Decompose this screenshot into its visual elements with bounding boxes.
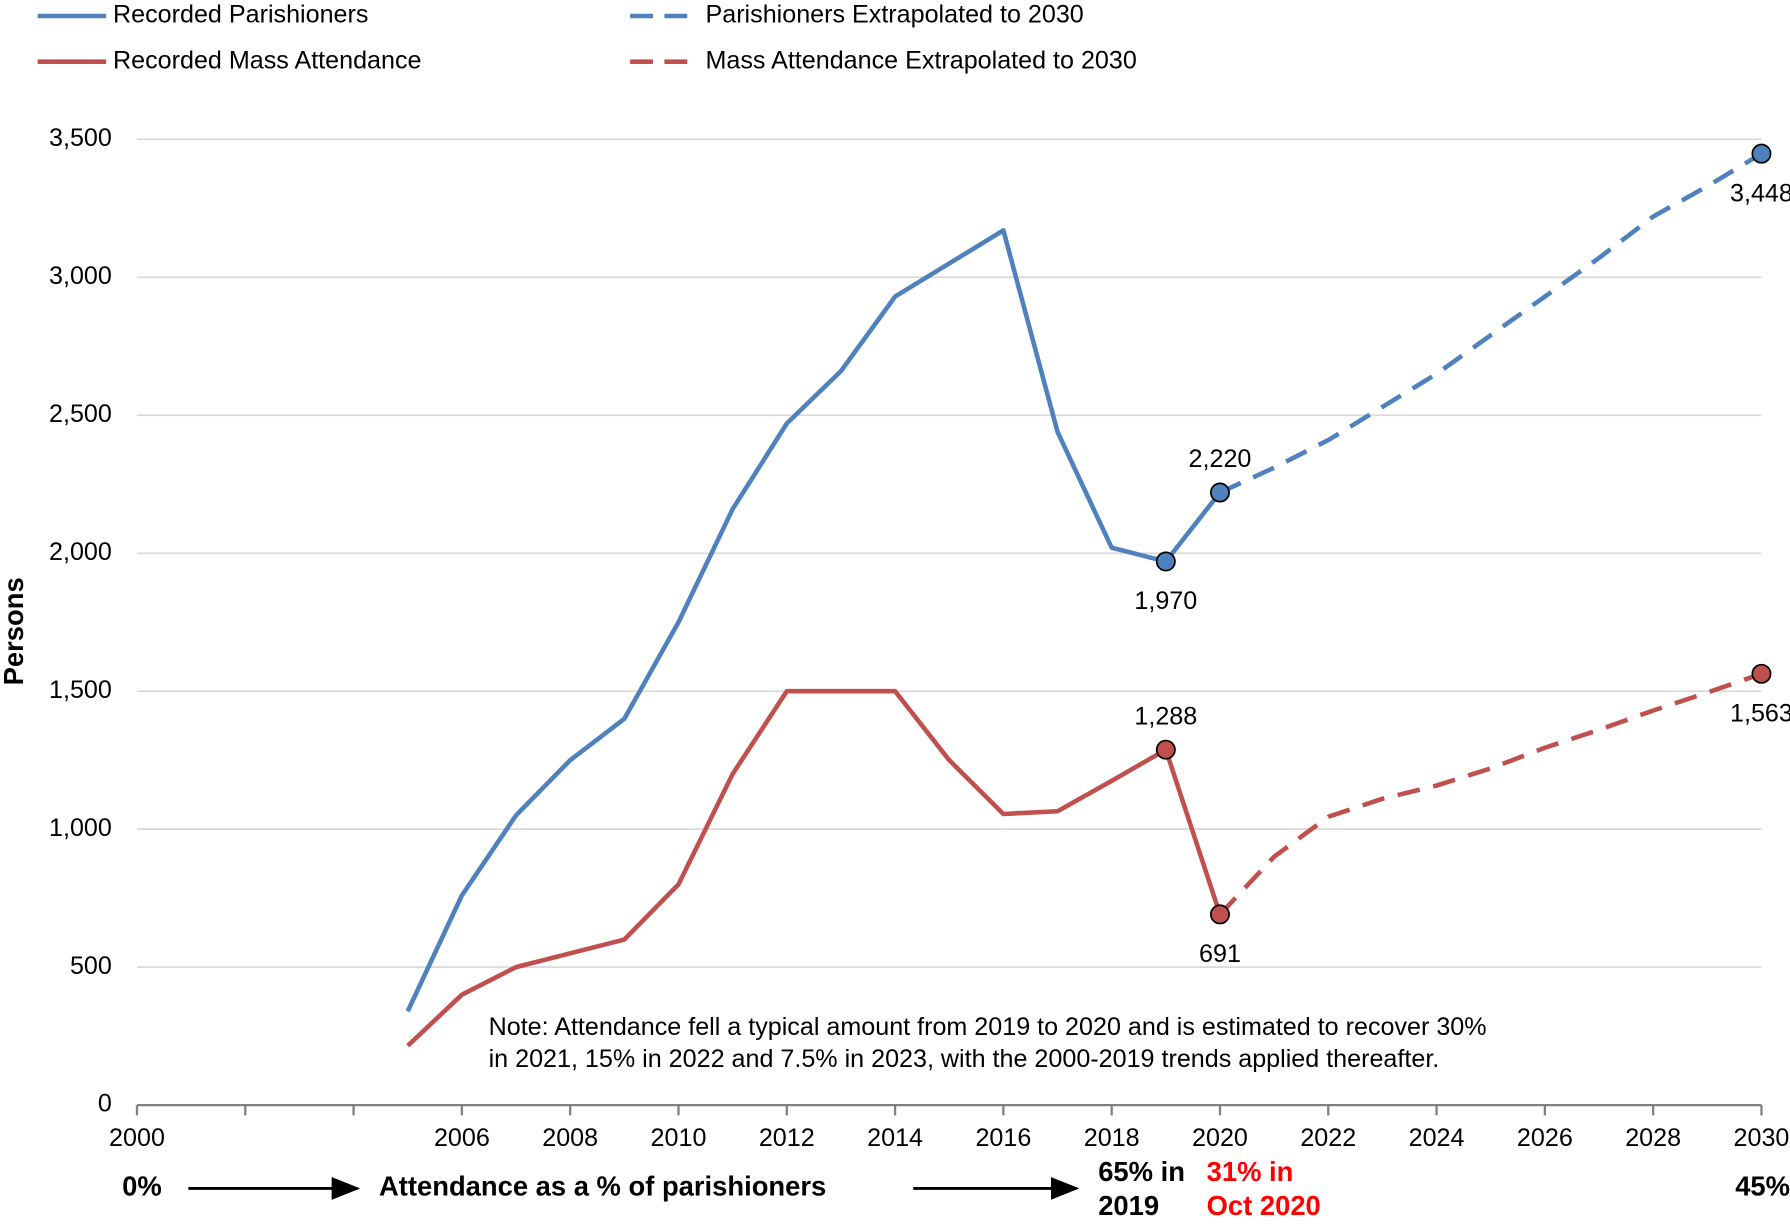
x-tick-label: 2000 <box>109 1124 165 1152</box>
y-tick-label: 0 <box>98 1090 112 1118</box>
x-tick-label: 2010 <box>651 1124 707 1152</box>
data-point <box>1751 663 1772 684</box>
x-tick-label: 2006 <box>434 1124 490 1152</box>
annotation: 65% in <box>1098 1156 1185 1187</box>
y-tick-label: 2,500 <box>49 400 112 428</box>
data-point <box>1155 551 1176 572</box>
data-point <box>1209 482 1230 503</box>
x-tick-label: 2012 <box>759 1124 815 1152</box>
note: Note: Attendance fell a typical amount f… <box>489 1013 1487 1041</box>
annotation: Attendance as a % of parishioners <box>379 1171 826 1202</box>
data-label: 1,970 <box>1134 587 1197 615</box>
x-tick-label: 2030 <box>1734 1124 1790 1152</box>
data-label: 2,220 <box>1189 445 1252 473</box>
annotation: 2019 <box>1098 1190 1159 1221</box>
series-line <box>405 228 1222 1013</box>
legend-label: Recorded Parishioners <box>113 1 368 29</box>
data-point <box>1209 904 1230 925</box>
y-tick-label: 3,000 <box>49 262 112 290</box>
y-tick-label: 1,000 <box>49 814 112 842</box>
series-line <box>406 688 1223 1048</box>
legend-label: Mass Attendance Extrapolated to 2030 <box>705 46 1136 74</box>
y-tick-label: 500 <box>70 952 112 980</box>
legend-label: Recorded Mass Attendance <box>113 46 421 74</box>
data-label: 691 <box>1199 940 1241 968</box>
x-tick-label: 2024 <box>1409 1124 1465 1152</box>
x-tick-label: 2008 <box>542 1124 598 1152</box>
annotation: 31% in <box>1207 1156 1294 1187</box>
data-point <box>1751 143 1772 164</box>
x-tick-label: 2022 <box>1300 1124 1356 1152</box>
series-line <box>1219 151 1763 495</box>
data-label: 1,288 <box>1134 702 1197 730</box>
annotation: 45% <box>1735 1171 1790 1202</box>
x-tick-label: 2020 <box>1192 1124 1248 1152</box>
annotation: 0% <box>122 1171 162 1202</box>
x-tick-label: 2014 <box>867 1124 923 1152</box>
data-label: 3,448 <box>1730 179 1790 207</box>
y-tick-label: 2,000 <box>49 538 112 566</box>
series-line <box>1218 671 1763 916</box>
annotation: Oct 2020 <box>1207 1190 1321 1221</box>
y-tick-label: 1,500 <box>49 676 112 704</box>
x-tick-label: 2016 <box>975 1124 1031 1152</box>
data-label: 1,563 <box>1730 700 1790 728</box>
x-tick-label: 2018 <box>1084 1124 1140 1152</box>
x-tick-label: 2028 <box>1625 1124 1681 1152</box>
legend-label: Parishioners Extrapolated to 2030 <box>705 1 1083 29</box>
note: in 2021, 15% in 2022 and 7.5% in 2023, w… <box>489 1045 1440 1073</box>
data-point <box>1155 739 1176 760</box>
y-axis-label: Persons <box>0 577 29 685</box>
y-tick-label: 3,500 <box>49 124 112 152</box>
x-tick-label: 2026 <box>1517 1124 1573 1152</box>
